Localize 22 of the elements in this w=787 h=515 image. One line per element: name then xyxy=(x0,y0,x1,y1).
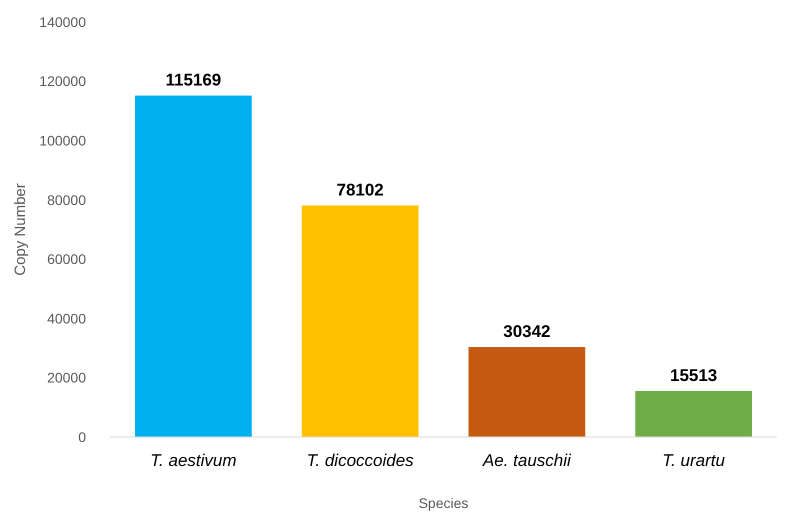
y-tick-label: 60000 xyxy=(47,251,86,268)
bar xyxy=(135,96,252,437)
data-label: 115169 xyxy=(165,70,222,90)
y-tick-label: 0 xyxy=(78,428,86,445)
bar xyxy=(635,391,752,437)
x-tick-label: T. aestivum xyxy=(150,451,237,470)
y-tick-label: 40000 xyxy=(47,310,86,326)
bar xyxy=(468,347,586,437)
y-tick-label: 20000 xyxy=(47,370,86,386)
y-axis-title: Copy Number xyxy=(12,183,29,276)
x-axis-title: Species xyxy=(418,495,468,511)
data-label: 78102 xyxy=(336,180,384,200)
y-tick-label: 80000 xyxy=(47,192,86,208)
y-tick-label: 140000 xyxy=(39,14,86,30)
data-label: 15513 xyxy=(670,366,718,386)
x-tick-label: Ae. tauschii xyxy=(482,451,572,470)
x-tick-label: T. dicoccoides xyxy=(306,451,414,470)
bar xyxy=(302,205,418,437)
data-label: 30342 xyxy=(503,322,551,342)
y-tick-label: 100000 xyxy=(39,132,86,148)
y-tick-label: 120000 xyxy=(39,73,86,90)
x-tick-label: T. urartu xyxy=(662,451,726,470)
